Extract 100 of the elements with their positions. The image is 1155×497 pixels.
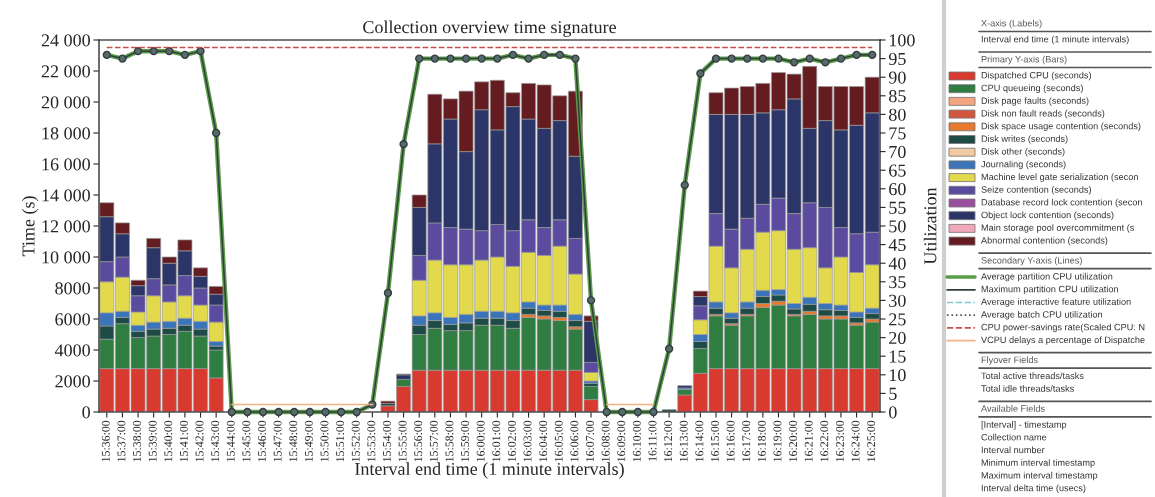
x-tick-label: 15:58:00 bbox=[445, 420, 454, 462]
legend-label: Average batch CPU utilization bbox=[981, 310, 1103, 320]
x-tick-label: 16:25:00 bbox=[867, 420, 876, 462]
x-tick-label: 16:15:00 bbox=[710, 420, 719, 462]
x-tick-label: 16:24:00 bbox=[851, 420, 860, 462]
y2-tick-label: 75 bbox=[889, 127, 906, 140]
y2-tick-label: 65 bbox=[889, 164, 906, 177]
x-tick-label: 16:22:00 bbox=[820, 420, 829, 462]
x-tick-label: 16:05:00 bbox=[554, 420, 563, 462]
y2-axis-title: Utilization bbox=[923, 187, 937, 265]
legend-label: CPU power-savings rate(Scaled CPU: N bbox=[981, 323, 1145, 333]
text: Minimum interval timestamp bbox=[981, 459, 1095, 468]
x-tick-label: 16:21:00 bbox=[804, 420, 813, 462]
x-tick-label: 15:51:00 bbox=[336, 420, 345, 462]
x-tick-label: 16:17:00 bbox=[742, 420, 751, 462]
y2-tick-label: 70 bbox=[889, 145, 906, 159]
y-tick-label: 4000 bbox=[54, 344, 90, 357]
text: Interval end time (1 minute intervals) bbox=[981, 35, 1129, 45]
x-tick-label: 15:38:00 bbox=[133, 420, 142, 462]
y2-tick-label: 55 bbox=[889, 201, 906, 214]
x-tick-label: 16:16:00 bbox=[726, 420, 735, 462]
y2-tick-label: 90 bbox=[888, 71, 906, 84]
x-tick-label: 15:45:00 bbox=[242, 420, 251, 462]
y2-tick-label: 5 bbox=[889, 387, 897, 400]
x-tick-label: 16:14:00 bbox=[695, 420, 704, 462]
y-tick-label: 6000 bbox=[55, 313, 90, 326]
x-axis-title: Interval end time (1 minute intervals) bbox=[355, 462, 624, 479]
x-tick-label: 16:00:00 bbox=[476, 420, 485, 462]
legend-label: VCPU delays a percentage of Dispatche bbox=[981, 336, 1145, 345]
x-tick-label: 16:06:00 bbox=[570, 420, 579, 462]
x-tick-label: 16:03:00 bbox=[523, 420, 532, 462]
x-tick-label: 16:12:00 bbox=[664, 420, 673, 462]
y-axis-title: Time (s) bbox=[21, 196, 39, 257]
x-tick-label: 15:54:00 bbox=[382, 420, 391, 462]
x-tick-label: 16:13:00 bbox=[679, 420, 688, 462]
legend-label: Disk writes (seconds) bbox=[981, 135, 1068, 144]
x-tick-label: 16:11:00 bbox=[648, 420, 657, 461]
y2-tick-label: 60 bbox=[889, 183, 906, 196]
legend-label: Journaling (seconds) bbox=[981, 160, 1066, 170]
text: Total active threads/tasks bbox=[981, 372, 1084, 380]
y2-tick-label: 10 bbox=[889, 369, 906, 382]
text: Maximum interval timestamp bbox=[981, 471, 1098, 481]
x-tick-label: 16:10:00 bbox=[632, 420, 641, 462]
x-tick-label: 16:04:00 bbox=[539, 420, 548, 462]
legend-label: Main storage pool overcommitment (s bbox=[981, 224, 1135, 233]
legend-label: Average interactive feature utilization bbox=[981, 298, 1131, 307]
y-tick-label: 24 000 bbox=[41, 34, 90, 47]
x-tick-label: 16:23:00 bbox=[835, 420, 844, 462]
legend-label: Dispatched CPU (seconds) bbox=[981, 71, 1091, 81]
x-tick-label: 16:08:00 bbox=[601, 420, 610, 462]
y-tick-label: 12 000 bbox=[42, 220, 90, 233]
chart-title: Collection overview time signature bbox=[363, 20, 616, 37]
x-tick-label: 16:20:00 bbox=[789, 420, 798, 462]
y-tick-label: 16 000 bbox=[42, 158, 90, 171]
y2-tick-label: 100 bbox=[889, 34, 915, 47]
x-tick-label: 16:01:00 bbox=[492, 420, 501, 462]
legend-label: Abnormal contention (seconds) bbox=[981, 236, 1108, 246]
x-tick-label: 15:39:00 bbox=[148, 420, 157, 462]
legend-label: Disk non fault reads (seconds) bbox=[981, 109, 1105, 119]
x-tick-label: 15:40:00 bbox=[164, 420, 173, 462]
text: X-axis (Labels) bbox=[981, 19, 1042, 29]
text: Available Fields bbox=[981, 405, 1045, 412]
x-tick-label: 15:41:00 bbox=[179, 420, 188, 462]
y2-tick-label: 0 bbox=[889, 406, 897, 419]
x-tick-label: 15:46:00 bbox=[258, 420, 267, 462]
legend-label: Disk page faults (seconds) bbox=[981, 97, 1089, 106]
x-tick-label: 15:55:00 bbox=[398, 420, 407, 462]
text: Collection name bbox=[981, 433, 1047, 441]
y-tick-label: 10 000 bbox=[42, 251, 90, 264]
x-tick-label: 16:18:00 bbox=[757, 420, 766, 462]
x-tick-label: 15:56:00 bbox=[414, 420, 423, 462]
legend-label: Seize contention (seconds) bbox=[981, 186, 1091, 195]
x-tick-label: 15:43:00 bbox=[211, 420, 220, 462]
text: Total idle threads/tasks bbox=[981, 385, 1074, 392]
y2-tick-label: 40 bbox=[888, 257, 906, 270]
legend-label: Disk other (seconds) bbox=[981, 147, 1065, 157]
x-tick-label: 16:02:00 bbox=[507, 420, 516, 462]
y-tick-label: 22 000 bbox=[41, 65, 90, 78]
legend-label: CPU queueing (seconds) bbox=[981, 84, 1083, 93]
y2-tick-label: 15 bbox=[889, 350, 906, 363]
y2-tick-label: 45 bbox=[888, 238, 906, 252]
text: Interval number bbox=[981, 446, 1045, 454]
y-tick-label: 8000 bbox=[55, 282, 90, 295]
text: [Interval] - timestamp bbox=[981, 421, 1067, 430]
legend-label: Object lock contention (seconds) bbox=[981, 211, 1114, 220]
y2-tick-label: 30 bbox=[889, 294, 906, 307]
y-tick-label: 0 bbox=[82, 406, 90, 419]
legend-label: Maximum partition CPU utilization bbox=[981, 285, 1118, 295]
text: Flyover Fields bbox=[981, 356, 1038, 365]
x-tick-label: 15:36:00 bbox=[101, 420, 110, 462]
x-tick-label: 15:37:00 bbox=[117, 420, 126, 462]
x-tick-label: 15:48:00 bbox=[289, 420, 298, 462]
x-tick-label: 15:47:00 bbox=[273, 420, 282, 462]
y-tick-label: 20 000 bbox=[41, 96, 90, 109]
legend-label: Disk space usage contention (seconds) bbox=[981, 122, 1141, 132]
text: Interval delta time (usecs) bbox=[981, 484, 1086, 494]
y2-tick-label: 20 bbox=[889, 331, 906, 345]
x-tick-label: 15:52:00 bbox=[351, 420, 360, 462]
y-tick-label: 18 000 bbox=[42, 127, 90, 140]
x-tick-label: 15:49:00 bbox=[304, 420, 313, 462]
